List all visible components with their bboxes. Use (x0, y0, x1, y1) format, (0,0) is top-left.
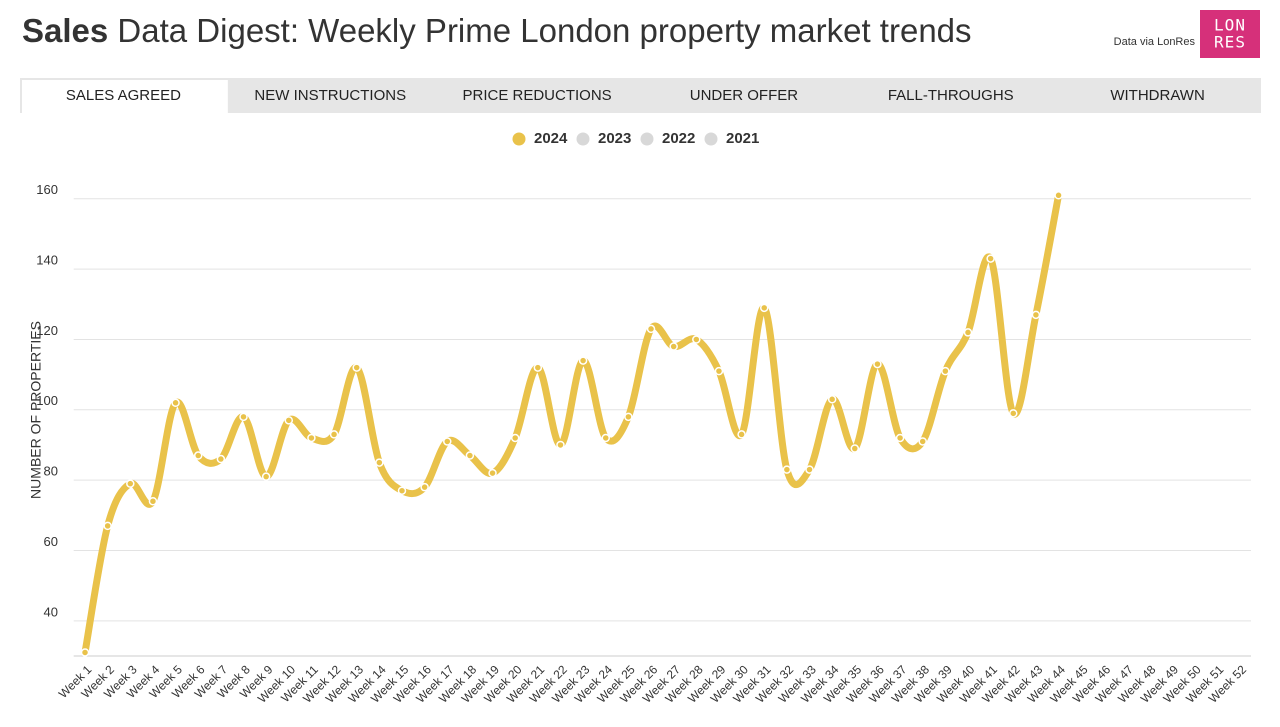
point[interactable] (737, 430, 746, 439)
point[interactable] (126, 479, 135, 488)
legend-label[interactable]: 2021 (726, 130, 759, 147)
logo-text: LON (1214, 16, 1246, 35)
point[interactable] (1054, 191, 1063, 200)
legend-marker[interactable] (512, 132, 526, 146)
y-tick-label: 60 (44, 534, 58, 549)
point[interactable] (216, 454, 226, 464)
point[interactable] (533, 363, 543, 372)
series-line (81, 191, 1063, 656)
point[interactable] (420, 482, 429, 492)
point[interactable] (895, 433, 905, 443)
tab[interactable]: PRICE REDUCTIONS (462, 87, 611, 104)
tab-active (22, 80, 228, 114)
y-tick-label: 120 (36, 323, 58, 338)
point[interactable] (963, 328, 973, 337)
point[interactable] (171, 398, 180, 408)
point[interactable] (397, 486, 407, 495)
y-tick-label: 160 (36, 182, 58, 197)
point[interactable] (692, 335, 701, 344)
tab[interactable]: SALES AGREED (66, 87, 181, 104)
point[interactable] (941, 366, 950, 376)
source: Data via LonRes (1114, 36, 1196, 48)
legend-marker[interactable] (640, 132, 654, 146)
point[interactable] (601, 433, 610, 443)
point[interactable] (284, 416, 294, 425)
tab[interactable]: WITHDRAWN (1110, 87, 1204, 104)
logo-text: RES (1214, 33, 1246, 52)
legend-marker[interactable] (704, 132, 718, 146)
point[interactable] (850, 444, 860, 453)
point[interactable] (873, 359, 882, 369)
point[interactable] (488, 468, 497, 478)
point[interactable] (669, 342, 678, 351)
title: Sales Data Digest: Weekly Prime London p… (22, 12, 972, 49)
point[interactable] (352, 363, 361, 372)
tab[interactable]: NEW INSTRUCTIONS (254, 87, 406, 104)
y-tick-label: 40 (44, 604, 58, 619)
title-bold: Sales (22, 12, 108, 49)
point[interactable] (782, 465, 792, 474)
point[interactable] (578, 356, 588, 365)
point[interactable] (556, 440, 565, 450)
point[interactable] (148, 497, 158, 506)
point[interactable] (759, 303, 769, 313)
point[interactable] (510, 433, 520, 443)
point[interactable] (239, 412, 248, 422)
point[interactable] (80, 648, 90, 657)
point[interactable] (827, 395, 837, 404)
point[interactable] (329, 430, 339, 439)
point[interactable] (375, 458, 384, 467)
tab[interactable]: UNDER OFFER (690, 87, 799, 104)
point[interactable] (986, 254, 995, 263)
point[interactable] (646, 324, 656, 334)
point[interactable] (261, 472, 271, 481)
point[interactable] (918, 437, 927, 446)
point[interactable] (805, 465, 814, 474)
y-tick-label: 140 (36, 253, 58, 268)
point[interactable] (103, 521, 112, 531)
point[interactable] (624, 412, 633, 422)
legend-label[interactable]: 2023 (598, 130, 631, 147)
legend-marker[interactable] (576, 132, 590, 146)
y-tick-label: 100 (36, 393, 58, 408)
y-tick-label: 80 (44, 464, 58, 479)
point[interactable] (443, 437, 452, 446)
point[interactable] (307, 433, 316, 443)
point[interactable] (714, 366, 724, 376)
point[interactable] (1009, 409, 1018, 418)
legend-label[interactable]: 2022 (662, 130, 695, 147)
title-rest: Data Digest: Weekly Prime London propert… (117, 12, 971, 49)
point[interactable] (465, 451, 475, 460)
tab[interactable]: FALL-THROUGHS (888, 87, 1014, 104)
logo (1200, 10, 1260, 58)
legend-label[interactable]: 2024 (534, 130, 568, 147)
y-axis-label: NUMBER OF PROPERTIES (28, 321, 44, 499)
point[interactable] (193, 451, 203, 460)
point[interactable] (1031, 310, 1041, 320)
